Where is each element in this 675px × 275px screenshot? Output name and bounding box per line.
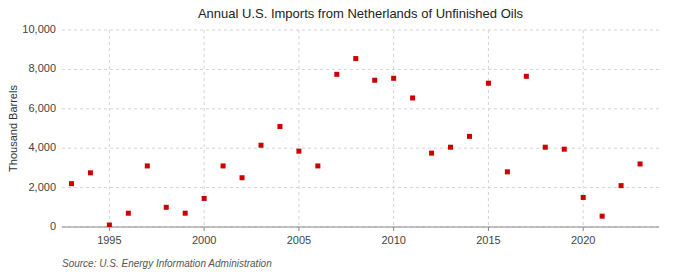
point [259,143,264,148]
x-tick-label: 2000 [192,234,216,246]
point [145,163,150,168]
y-tick-label: 6,000 [28,102,56,114]
x-tick-label: 2005 [287,234,311,246]
y-tick-label: 10,000 [22,23,56,35]
point [467,134,472,139]
point [391,76,396,81]
chart-container: 0 2,000 4,000 6,000 8,000 10,000 1995 2000 2005 2… [0,0,675,275]
x-grid-line [109,30,110,227]
point [240,175,245,180]
y-tick-label: 4,000 [28,141,56,153]
point [353,56,358,61]
x-tick [298,227,299,231]
x-tick-label: 1995 [97,234,121,246]
source-note: Source: U.S. Energy Information Administ… [62,258,272,269]
point [88,170,93,175]
point [619,183,624,188]
point [638,161,643,166]
title: Annual U.S. Imports from Netherlands of … [198,6,524,21]
grid [62,30,659,227]
x-tick-label: 2020 [571,234,595,246]
point [543,145,548,150]
x-tick [204,227,205,231]
point [126,211,131,216]
x-tick [109,227,110,231]
x-tick-label: 2015 [476,234,500,246]
x-grid-line [298,30,299,227]
point [372,78,377,83]
point [315,163,320,168]
point [524,74,529,79]
y-grid-line [62,30,659,31]
y-tick-label: 2,000 [28,181,56,193]
y-grid-line [62,69,659,70]
x-grid-line [488,30,489,227]
x-tick-label: 2010 [381,234,405,246]
x-grid-line [393,30,394,227]
point [505,169,510,174]
chart-svg: 0 2,000 4,000 6,000 8,000 10,000 1995 2000 2005 2… [0,0,675,275]
y-grid-line [62,108,659,109]
x-tick [583,227,584,231]
y-axis-label: Thousand Barrels [7,85,19,172]
point [221,163,226,168]
point [486,81,491,86]
x-tick [393,227,394,231]
point [107,223,112,227]
y-grid-line [62,227,659,228]
x-tick [488,227,489,231]
point [429,151,434,156]
point [296,149,301,154]
point [562,147,567,152]
point [164,205,169,210]
point [69,181,74,186]
point [448,145,453,150]
y-tick-label: 8,000 [28,62,56,74]
point [410,95,415,100]
point [183,211,188,216]
points [69,56,643,227]
point [202,196,207,201]
point [600,214,605,219]
y-grid-line [62,148,659,149]
x-axis-line [62,227,659,228]
point [334,72,339,77]
point [277,124,282,129]
y-grid-line [62,187,659,188]
point [581,195,586,200]
y-tick-label: 0 [50,220,56,232]
